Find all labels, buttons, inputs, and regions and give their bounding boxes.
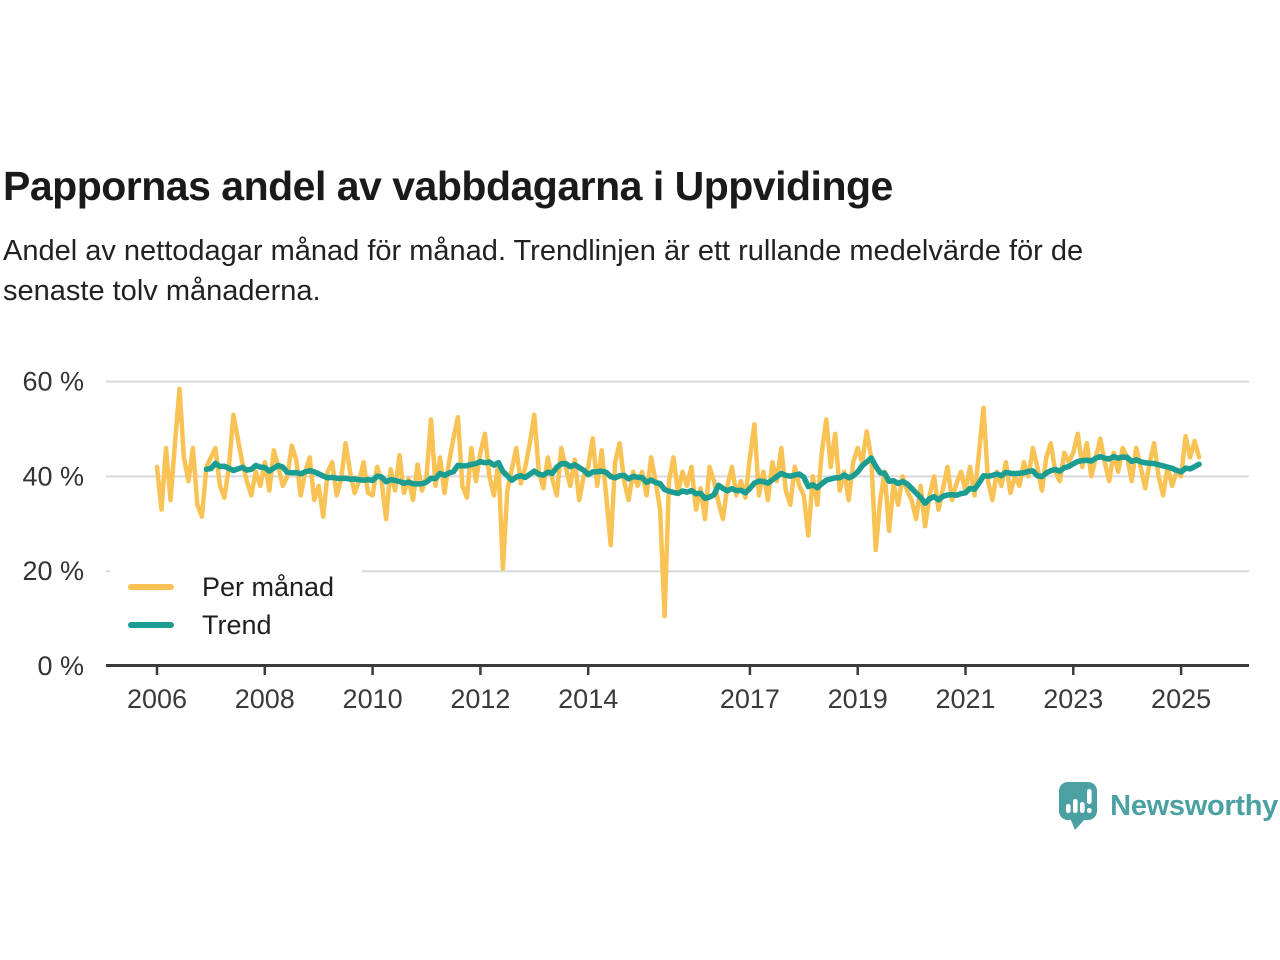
x-tick-label-2021: 2021 <box>935 684 995 714</box>
footer-brand: Newsworthy <box>1058 782 1278 830</box>
x-tick-label-2008: 2008 <box>235 684 295 714</box>
legend-label-trend: Trend <box>202 609 272 640</box>
legend-label-per-manad: Per månad <box>202 571 335 602</box>
legend-swatch-trend <box>128 622 174 628</box>
y-tick-label-40: 40 % <box>22 461 84 491</box>
newsworthy-logo-icon <box>1059 782 1098 830</box>
y-tick-label-0: 0 % <box>37 651 84 681</box>
x-tick-label-2006: 2006 <box>127 684 187 714</box>
legend-item-per-manad: Per månad <box>128 568 334 606</box>
series-trend-line <box>203 453 1202 507</box>
chart-subtitle-line2: senaste tolv månaderna. <box>3 275 321 307</box>
chart-subtitle: Andel av nettodagar månad för månad. Tre… <box>3 231 1263 311</box>
x-tick-label-2025: 2025 <box>1151 684 1211 714</box>
x-tick-label-2014: 2014 <box>558 684 618 714</box>
x-tick-label-2019: 2019 <box>828 684 888 714</box>
chart-title: Pappornas andel av vabbdagarna i Uppvidi… <box>3 163 893 210</box>
legend-item-trend: Trend <box>128 606 334 644</box>
x-tick-label-2012: 2012 <box>450 684 510 714</box>
x-tick-label-2010: 2010 <box>343 684 403 714</box>
brand-name: Newsworthy <box>1110 789 1278 822</box>
x-tick-label-2023: 2023 <box>1043 684 1103 714</box>
y-tick-label-60: 60 % <box>22 367 84 397</box>
y-tick-label-20: 20 % <box>22 556 84 586</box>
chart-subtitle-line1: Andel av nettodagar månad för månad. Tre… <box>3 235 1084 267</box>
legend-swatch-per-manad <box>128 584 174 590</box>
chart-legend: Per månad Trend <box>110 564 363 652</box>
x-tick-label-2017: 2017 <box>720 684 780 714</box>
